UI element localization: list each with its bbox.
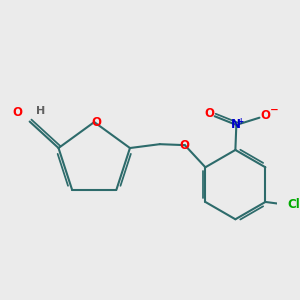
Text: O: O	[13, 106, 22, 119]
Text: O: O	[91, 116, 101, 129]
Text: Cl: Cl	[287, 198, 300, 211]
Text: O: O	[204, 107, 214, 120]
Text: O: O	[260, 109, 270, 122]
Text: O: O	[180, 139, 190, 152]
Text: H: H	[36, 106, 45, 116]
Text: N: N	[231, 118, 241, 131]
Text: +: +	[238, 117, 244, 126]
Text: −: −	[269, 104, 278, 115]
